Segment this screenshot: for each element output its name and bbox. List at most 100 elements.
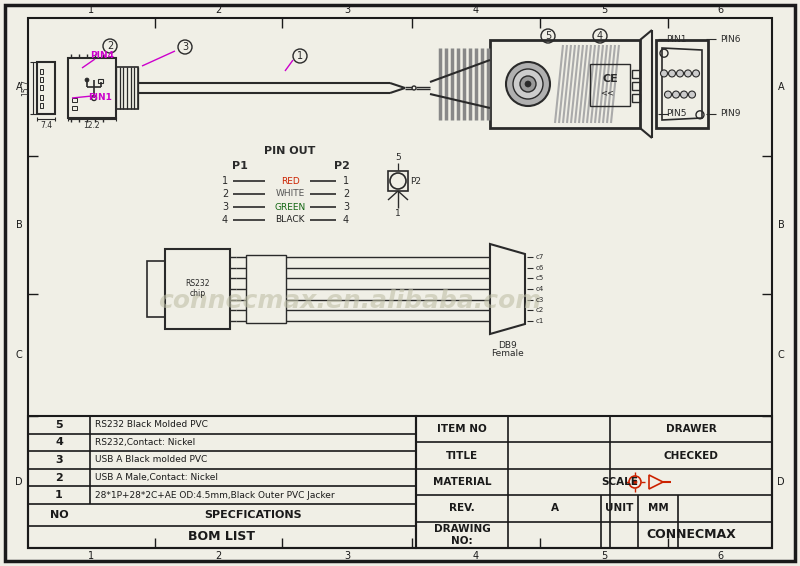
Text: 2: 2: [215, 551, 222, 561]
Text: 6: 6: [717, 551, 723, 561]
Text: RS232 Black Molded PVC: RS232 Black Molded PVC: [95, 421, 208, 429]
Text: UNIT: UNIT: [606, 503, 634, 513]
Circle shape: [506, 62, 550, 106]
Text: 12.2: 12.2: [84, 121, 100, 130]
Text: C: C: [778, 350, 784, 360]
Bar: [72, 98, 77, 102]
Text: CHECKED: CHECKED: [663, 451, 718, 461]
Circle shape: [665, 91, 671, 98]
Text: ITEM NO: ITEM NO: [437, 424, 487, 434]
Bar: [37, 62, 55, 114]
Text: 4: 4: [222, 215, 228, 225]
Text: RS232,Contact: Nickel: RS232,Contact: Nickel: [95, 438, 195, 447]
Bar: [147, 261, 165, 317]
Text: 1: 1: [222, 176, 228, 186]
Text: 7.4: 7.4: [40, 121, 52, 130]
Text: 1: 1: [343, 176, 349, 186]
Text: WHITE: WHITE: [275, 190, 305, 199]
Text: 1: 1: [55, 490, 63, 500]
Text: P2: P2: [410, 177, 422, 186]
Bar: [590, 64, 630, 106]
Circle shape: [85, 78, 89, 82]
Text: c7: c7: [536, 254, 544, 260]
Text: <<: <<: [600, 89, 614, 98]
Text: 5: 5: [545, 31, 551, 41]
Text: 2: 2: [55, 473, 63, 483]
Bar: [416, 416, 772, 548]
Text: SPECFICATIONS: SPECFICATIONS: [204, 510, 302, 520]
Text: PIN1: PIN1: [88, 93, 112, 102]
Text: 3: 3: [55, 455, 63, 465]
Bar: [632, 82, 640, 90]
Bar: [490, 40, 640, 128]
Text: D: D: [15, 477, 23, 487]
Bar: [98, 79, 103, 83]
Circle shape: [685, 70, 691, 77]
Text: 4: 4: [473, 551, 479, 561]
Text: DRAWER: DRAWER: [666, 424, 716, 434]
Text: A: A: [16, 82, 22, 92]
Text: PIN9: PIN9: [720, 109, 740, 118]
Text: 3: 3: [343, 202, 349, 212]
Text: 1: 1: [89, 551, 94, 561]
Bar: [28, 416, 416, 548]
Text: 5: 5: [601, 5, 607, 15]
Text: RS232: RS232: [186, 280, 210, 289]
Text: USB A Black molded PVC: USB A Black molded PVC: [95, 456, 207, 465]
Text: C: C: [16, 350, 22, 360]
Text: 4: 4: [55, 438, 63, 447]
Text: PIN OUT: PIN OUT: [264, 146, 316, 156]
Bar: [116, 67, 138, 109]
Bar: [632, 94, 640, 102]
Text: A: A: [550, 503, 558, 513]
Bar: [40, 77, 43, 82]
Text: USB A Male,Contact: Nickel: USB A Male,Contact: Nickel: [95, 473, 218, 482]
Text: MATERIAL: MATERIAL: [433, 477, 491, 487]
Circle shape: [513, 69, 543, 99]
Text: CE: CE: [602, 74, 618, 84]
Bar: [632, 70, 640, 78]
Text: DB9: DB9: [498, 341, 517, 350]
Text: 3: 3: [344, 5, 350, 15]
Text: 2: 2: [343, 189, 349, 199]
Text: P1: P1: [232, 161, 248, 171]
Text: 1: 1: [297, 51, 303, 61]
Text: chip: chip: [190, 289, 206, 298]
Text: D: D: [777, 477, 785, 487]
Bar: [656, 40, 708, 128]
Text: connecmax.en.alibaba.com: connecmax.en.alibaba.com: [158, 289, 542, 313]
Text: 4: 4: [597, 31, 603, 41]
Text: 2: 2: [107, 41, 113, 51]
Text: 1: 1: [89, 5, 94, 15]
Text: PIN1: PIN1: [666, 35, 686, 44]
Text: PIN5: PIN5: [666, 109, 686, 118]
Circle shape: [520, 76, 536, 92]
Text: c4: c4: [536, 286, 544, 292]
Circle shape: [669, 70, 675, 77]
Text: PIN4: PIN4: [90, 52, 114, 61]
Text: 15.7: 15.7: [22, 80, 30, 96]
Text: A: A: [778, 82, 784, 92]
Text: 3: 3: [344, 551, 350, 561]
Bar: [40, 69, 43, 74]
Circle shape: [689, 91, 695, 98]
Bar: [246, 255, 286, 323]
Text: 5: 5: [55, 420, 63, 430]
Text: c6: c6: [536, 265, 544, 271]
Text: BLACK: BLACK: [275, 216, 305, 225]
Text: PIN6: PIN6: [720, 35, 740, 44]
Text: MM: MM: [648, 503, 668, 513]
Text: 3: 3: [182, 42, 188, 52]
Bar: [40, 95, 43, 100]
Text: RED: RED: [281, 177, 299, 186]
Bar: [40, 85, 43, 90]
Text: 4: 4: [343, 215, 349, 225]
Circle shape: [681, 91, 687, 98]
Text: 4: 4: [473, 5, 479, 15]
Text: TITLE: TITLE: [446, 451, 478, 461]
Text: c2: c2: [536, 307, 544, 314]
Text: 5: 5: [395, 153, 401, 162]
Text: P2: P2: [334, 161, 350, 171]
Circle shape: [673, 91, 679, 98]
Bar: [165, 249, 230, 329]
